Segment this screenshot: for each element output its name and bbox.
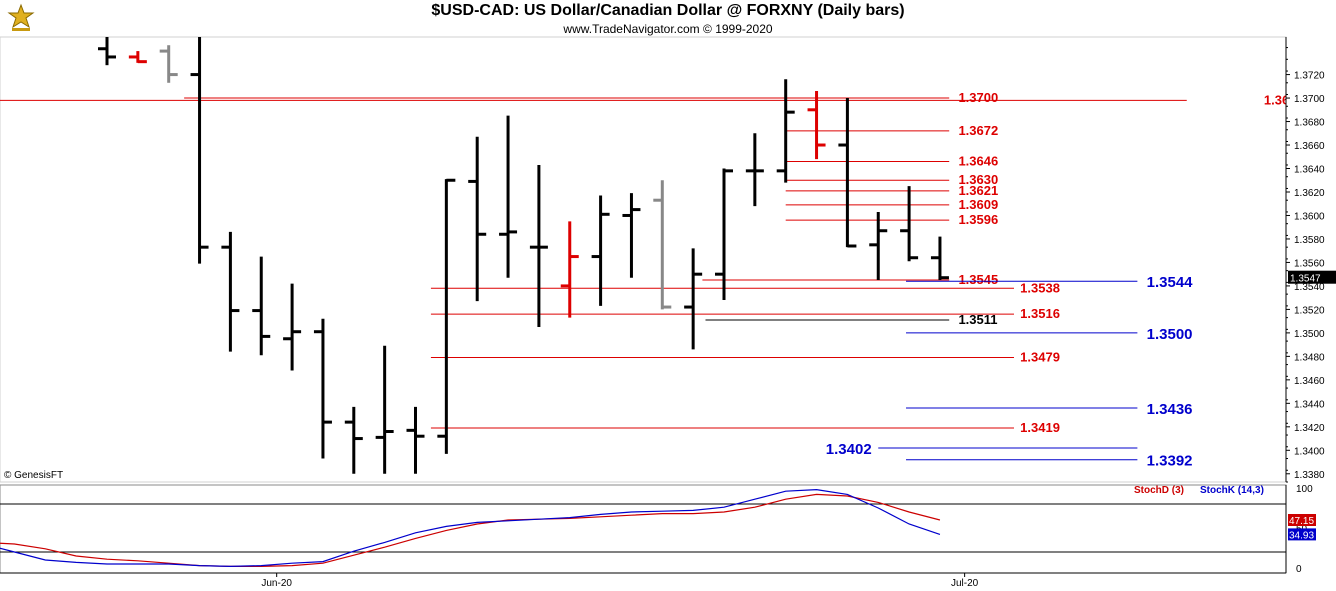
level-label-1.3672: 1.3672	[958, 123, 998, 138]
level-label-1.3419: 1.3419	[1020, 420, 1060, 435]
price-bar	[406, 406, 425, 474]
date-label: Jun-20	[261, 578, 292, 589]
price-bar	[437, 178, 456, 454]
level-label-1.3402: 1.3402	[826, 441, 872, 458]
price-bar	[468, 136, 487, 302]
price-bar	[313, 318, 332, 459]
price-axis-bg	[1286, 37, 1336, 482]
price-panel	[0, 36, 1287, 483]
price-tick-label: 1.3680	[1294, 118, 1325, 129]
price-bar	[98, 37, 116, 66]
price-tick-label: 1.3580	[1294, 235, 1325, 246]
price-tick-label: 1.3440	[1294, 399, 1325, 410]
stoch-last-box	[1288, 528, 1316, 541]
chart-header: $USD-CAD: US Dollar/Canadian Dollar @ FO…	[0, 0, 1336, 37]
price-bar	[930, 236, 949, 281]
price-tick-label: 1.3720	[1294, 71, 1325, 82]
price-bar	[745, 133, 764, 207]
price-bar	[190, 37, 209, 264]
level-label-1.3596: 1.3596	[958, 212, 998, 227]
price-bar	[684, 248, 703, 350]
price-bar	[838, 98, 857, 248]
price-tick-label: 1.3600	[1294, 211, 1325, 222]
level-label-1.3630: 1.3630	[958, 172, 998, 187]
price-bar	[560, 221, 579, 318]
price-bar	[591, 195, 610, 306]
price-bar	[715, 168, 733, 301]
legend-stochd: StochD (3)	[1134, 485, 1184, 496]
level-label-1.3700: 1.3700	[958, 90, 998, 105]
price-tick-label: 1.3560	[1294, 258, 1325, 269]
price-plot-area	[0, 36, 1287, 483]
price-tick-label: 1.3700	[1294, 94, 1325, 105]
price-tick-label: 1.3480	[1294, 352, 1325, 363]
price-tick-label: 1.3640	[1294, 165, 1325, 176]
price-bar	[499, 115, 518, 278]
level-label-1.3392: 1.3392	[1147, 453, 1193, 470]
price-bar	[159, 45, 178, 83]
price-tick-label: 1.3540	[1294, 282, 1325, 293]
price-tick-label: 1.3660	[1294, 141, 1325, 152]
stoch-last-label: 34.93	[1289, 530, 1314, 541]
level-label-1.3500: 1.3500	[1147, 326, 1193, 343]
price-tick-label: 1.3620	[1294, 188, 1325, 199]
price-bars	[98, 37, 949, 474]
price-tick-label: 1.3520	[1294, 305, 1325, 316]
level-label-1.3436: 1.3436	[1147, 401, 1193, 418]
stoch-plot-area	[0, 484, 1287, 574]
price-tick-label: 1.3420	[1294, 423, 1325, 434]
chart-title: $USD-CAD: US Dollar/Canadian Dollar @ FO…	[431, 2, 905, 19]
price-bar	[776, 79, 795, 183]
level-label-1.3609: 1.3609	[958, 197, 998, 212]
date-axis: Jun-20 Jul-20	[0, 572, 1286, 589]
stoch-last-label: 47.15	[1289, 516, 1314, 527]
copyright-text: © GenesisFT	[4, 470, 63, 481]
chart-subtitle: www.TradeNavigator.com © 1999-2020	[563, 22, 773, 36]
date-label: Jul-20	[951, 578, 979, 589]
price-bar	[807, 91, 826, 160]
price-tick-label: 1.3500	[1294, 329, 1325, 340]
price-bar	[622, 193, 641, 278]
price-bar	[221, 231, 240, 352]
stoch-tick-label: 100	[1296, 484, 1313, 495]
price-bar	[128, 51, 147, 64]
level-label-1.3545: 1.3545	[958, 272, 998, 287]
legend-stochk: StochK (14,3)	[1200, 485, 1264, 496]
trade-navigator-logo-icon	[7, 3, 35, 31]
price-bar	[900, 186, 919, 262]
price-tick-label: 1.3400	[1294, 446, 1325, 457]
level-label-1.3544: 1.3544	[1147, 274, 1194, 291]
price-bar	[529, 164, 548, 328]
price-bar	[283, 283, 302, 371]
stoch-last-box	[1288, 514, 1316, 526]
price-bar	[344, 406, 363, 474]
level-label-1.3621: 1.3621	[958, 183, 998, 198]
stoch-tick-label: 0	[1296, 564, 1302, 575]
price-bar	[375, 345, 394, 474]
level-label-1.3479: 1.3479	[1020, 350, 1060, 365]
price-axis: 1.3380 1.3400 1.3420 1.3440 1.3460 1.3480 1.35…	[1285, 37, 1336, 483]
last-price-box	[1288, 270, 1336, 284]
price-bar	[653, 180, 672, 310]
price-tick-label: 1.3380	[1294, 470, 1325, 481]
level-label-1.3511: 1.3511	[958, 312, 997, 327]
stochk-line	[0, 488, 941, 568]
stochd-line	[0, 493, 941, 568]
price-bar	[869, 211, 888, 281]
last-price-label: 1.3547	[1290, 274, 1321, 285]
price-tick-label: 1.3460	[1294, 376, 1325, 387]
level-label-1.3516: 1.3516	[1020, 306, 1060, 321]
price-bar	[252, 256, 271, 356]
level-label-1.3646: 1.3646	[958, 153, 998, 168]
level-label-1.3538: 1.3538	[1020, 280, 1060, 295]
